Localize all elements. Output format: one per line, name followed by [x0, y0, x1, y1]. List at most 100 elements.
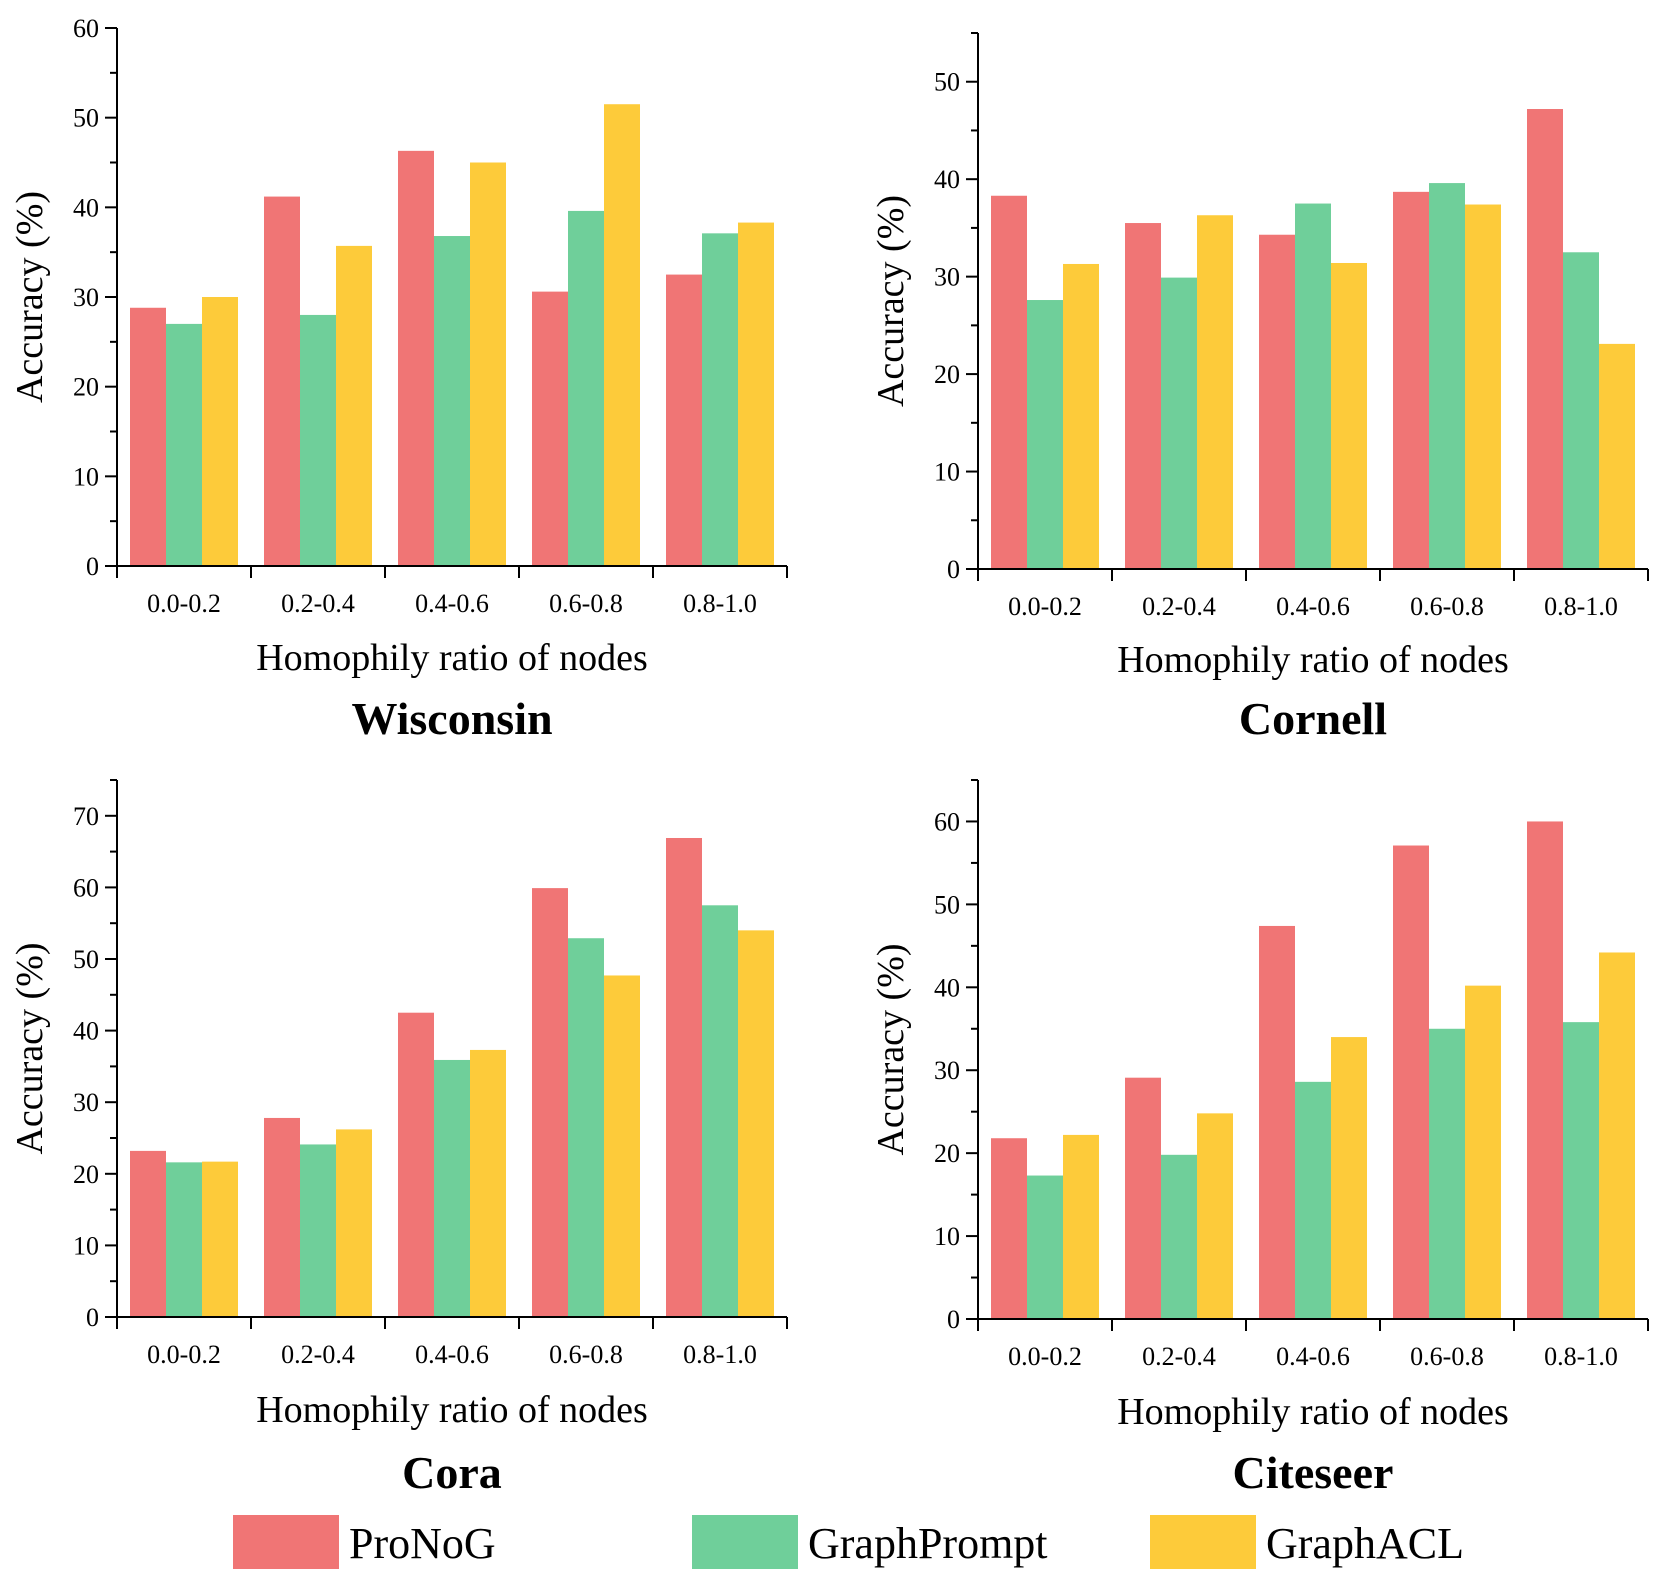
bar-wisconsin-graphacl-0-2-0-4	[336, 245, 372, 566]
x-axis-label-citeseer: Homophily ratio of nodes	[1117, 1391, 1509, 1433]
x-tick-label-cornell: 0.4-0.6	[1276, 592, 1350, 621]
bar-cora-pronog-0-2-0-4	[264, 1117, 300, 1317]
bar-citeseer-graphprompt-0-0-0-2	[1027, 1175, 1063, 1319]
bar-cornell-graphprompt-0-8-1-0	[1563, 252, 1599, 570]
bar-cora-pronog-0-6-0-8	[532, 888, 568, 1317]
y-tick-label-wisconsin: 30	[73, 283, 99, 312]
bar-wisconsin-pronog-0-4-0-6	[398, 150, 434, 567]
bar-wisconsin-pronog-0-8-1-0	[666, 274, 702, 566]
bar-cora-graphacl-0-8-1-0	[738, 930, 774, 1317]
y-tick-label-cornell: 40	[934, 165, 960, 194]
bar-cornell-graphacl-0-8-1-0	[1599, 343, 1635, 569]
x-tick-label-wisconsin: 0.6-0.8	[549, 589, 623, 618]
bar-citeseer-graphacl-0-4-0-6	[1331, 1037, 1367, 1319]
y-tick-label-wisconsin: 50	[73, 104, 99, 133]
y-axis-label-citeseer: Accuracy (%)	[870, 943, 912, 1155]
bar-citeseer-pronog-0-2-0-4	[1125, 1077, 1161, 1319]
bar-cora-graphacl-0-6-0-8	[604, 975, 640, 1317]
legend-label-pronog: ProNoG	[349, 1519, 496, 1568]
bar-cora-graphprompt-0-0-0-2	[166, 1162, 202, 1317]
x-tick-label-cora: 0.8-1.0	[683, 1340, 757, 1369]
bar-cora-graphprompt-0-8-1-0	[702, 905, 738, 1317]
y-axis-label-cornell: Accuracy (%)	[870, 195, 912, 407]
x-axis-label-cora: Homophily ratio of nodes	[256, 1389, 648, 1431]
y-axis-label-cora: Accuracy (%)	[9, 942, 51, 1154]
x-tick-label-wisconsin: 0.8-1.0	[683, 589, 757, 618]
x-tick-label-cora: 0.6-0.8	[549, 1340, 623, 1369]
y-tick-label-cornell: 20	[934, 360, 960, 389]
y-tick-label-citeseer: 50	[934, 890, 960, 919]
chart-title-cora: Cora	[402, 1447, 502, 1498]
bar-cora-pronog-0-8-1-0	[666, 837, 702, 1317]
y-tick-label-cora: 10	[73, 1231, 99, 1260]
bar-wisconsin-graphprompt-0-4-0-6	[434, 236, 470, 566]
x-tick-label-cornell: 0.0-0.2	[1008, 592, 1082, 621]
y-tick-label-cora: 70	[73, 802, 99, 831]
bar-cornell-pronog-0-8-1-0	[1527, 109, 1563, 570]
x-tick-label-cora: 0.0-0.2	[147, 1340, 221, 1369]
legend-swatch-graphacl	[1150, 1515, 1256, 1569]
y-tick-label-citeseer: 10	[934, 1222, 960, 1251]
y-tick-label-citeseer: 20	[934, 1139, 960, 1168]
bar-cornell-pronog-0-2-0-4	[1125, 223, 1161, 569]
bar-citeseer-pronog-0-8-1-0	[1527, 821, 1563, 1319]
bar-cora-graphprompt-0-2-0-4	[300, 1144, 336, 1317]
x-tick-label-citeseer: 0.4-0.6	[1276, 1342, 1350, 1371]
y-tick-label-wisconsin: 60	[73, 14, 99, 43]
x-axis-label-wisconsin: Homophily ratio of nodes	[256, 637, 648, 679]
bar-cora-graphacl-0-0-0-2	[202, 1161, 238, 1317]
bar-wisconsin-graphprompt-0-6-0-8	[568, 210, 604, 567]
bar-wisconsin-pronog-0-0-0-2	[130, 307, 166, 566]
y-tick-label-cora: 60	[73, 873, 99, 902]
x-tick-label-cora: 0.4-0.6	[415, 1340, 489, 1369]
chart-cora: 0 10 20 30 40 50 60 70 0.0-0.2 0.2-0.4 0.4-0.6 0.6-…	[9, 779, 788, 1498]
y-tick-label-cora: 50	[73, 945, 99, 974]
bar-citeseer-graphacl-0-6-0-8	[1465, 985, 1501, 1319]
y-tick-label-citeseer: 40	[934, 973, 960, 1002]
x-tick-label-citeseer: 0.8-1.0	[1544, 1342, 1618, 1371]
bar-citeseer-pronog-0-4-0-6	[1259, 925, 1295, 1319]
y-tick-label-wisconsin: 40	[73, 193, 99, 222]
bar-wisconsin-pronog-0-6-0-8	[532, 291, 568, 566]
x-tick-label-citeseer: 0.2-0.4	[1142, 1342, 1216, 1371]
legend-label-graphacl: GraphACL	[1266, 1519, 1464, 1568]
bar-cornell-pronog-0-0-0-2	[991, 195, 1027, 569]
bar-cora-graphacl-0-4-0-6	[470, 1049, 506, 1317]
bar-citeseer-graphacl-0-8-1-0	[1599, 952, 1635, 1319]
bar-cornell-graphacl-0-6-0-8	[1465, 204, 1501, 569]
bar-cora-graphprompt-0-6-0-8	[568, 938, 604, 1317]
y-axis-label-wisconsin: Accuracy (%)	[9, 191, 51, 403]
y-tick-label-wisconsin: 10	[73, 462, 99, 491]
x-tick-label-citeseer: 0.6-0.8	[1410, 1342, 1484, 1371]
y-tick-label-cornell: 0	[947, 555, 960, 584]
x-tick-label-wisconsin: 0.0-0.2	[147, 589, 221, 618]
bar-wisconsin-graphprompt-0-0-0-2	[166, 323, 202, 566]
y-tick-label-wisconsin: 20	[73, 373, 99, 402]
chart-panels: 0 10 20 30 40 50 60 0.0-0.2 0.2-0.4 0.4-0.6 0.6-0.…	[9, 14, 1649, 1498]
chart-title-wisconsin: Wisconsin	[351, 693, 552, 744]
chart-cornell: 0 10 20 30 40 50 0.0-0.2 0.2-0.4 0.4-0.6 0.6-0.8 0…	[870, 32, 1649, 744]
x-tick-label-cornell: 0.6-0.8	[1410, 592, 1484, 621]
y-tick-label-cora: 30	[73, 1088, 99, 1117]
y-tick-label-cora: 20	[73, 1160, 99, 1189]
bar-cornell-pronog-0-6-0-8	[1393, 191, 1429, 570]
bar-citeseer-pronog-0-6-0-8	[1393, 845, 1429, 1319]
y-tick-label-wisconsin: 0	[86, 552, 99, 581]
x-tick-label-cornell: 0.2-0.4	[1142, 592, 1216, 621]
legend-swatch-pronog	[233, 1515, 339, 1569]
y-tick-label-citeseer: 60	[934, 807, 960, 836]
bar-citeseer-pronog-0-0-0-2	[991, 1138, 1027, 1319]
y-tick-label-cornell: 10	[934, 458, 960, 487]
x-tick-label-cora: 0.2-0.4	[281, 1340, 355, 1369]
x-tick-label-wisconsin: 0.4-0.6	[415, 589, 489, 618]
x-axis-label-cornell: Homophily ratio of nodes	[1117, 639, 1509, 681]
bar-wisconsin-graphprompt-0-8-1-0	[702, 233, 738, 566]
chart-title-cornell: Cornell	[1239, 693, 1387, 744]
bar-cornell-graphprompt-0-2-0-4	[1161, 277, 1197, 569]
x-tick-label-wisconsin: 0.2-0.4	[281, 589, 355, 618]
bar-cora-pronog-0-4-0-6	[398, 1012, 434, 1317]
legend-swatch-graphprompt	[692, 1515, 798, 1569]
bar-cornell-graphprompt-0-6-0-8	[1429, 183, 1465, 569]
x-tick-label-cornell: 0.8-1.0	[1544, 592, 1618, 621]
